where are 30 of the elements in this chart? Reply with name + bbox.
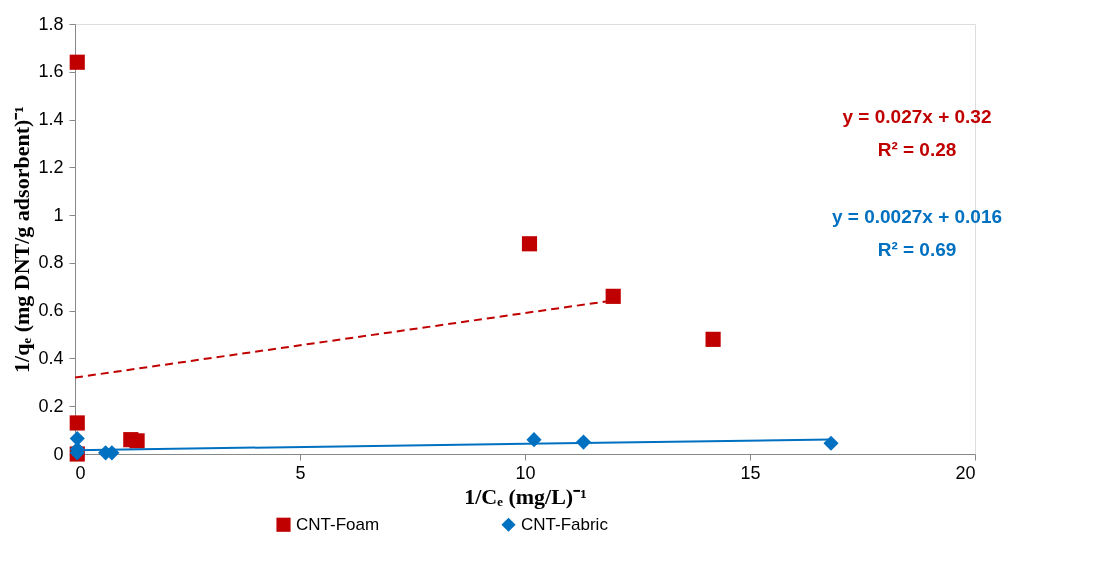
point xyxy=(705,331,721,347)
y-tick-label: 0.6 xyxy=(38,300,64,321)
legend-label: CNT-Fabric xyxy=(521,514,609,534)
point xyxy=(521,236,538,252)
x-tick-label: 5 xyxy=(295,462,306,483)
x-tick-label: 15 xyxy=(740,462,761,483)
y-tick-label: 1.2 xyxy=(38,156,64,177)
y-tick-label: 1.8 xyxy=(38,13,64,34)
y-tick-label: 0.4 xyxy=(38,347,64,368)
point xyxy=(69,54,85,70)
y-tick-label: 0.8 xyxy=(38,252,64,273)
annotation: y = 0.027x + 0.32 xyxy=(842,106,992,127)
x-tick-label: 20 xyxy=(955,462,976,483)
x-tick-label: 10 xyxy=(515,462,536,483)
y-axis-title: 1/qₑ (mg DNT/g adsorbent)⁻¹ xyxy=(9,106,35,373)
y-tick-label: 0 xyxy=(53,443,64,464)
point xyxy=(605,288,621,304)
y-tick-label: 1 xyxy=(53,204,64,225)
y-tick-label: 1.6 xyxy=(38,61,64,82)
annotation: R² = 0.69 xyxy=(877,239,957,260)
annotation: y = 0.0027x + 0.016 xyxy=(831,206,1003,227)
x-axis-title: 1/Cₑ (mg/L)⁻¹ xyxy=(464,483,587,509)
legend-label: CNT-Foam xyxy=(296,514,380,534)
point xyxy=(69,415,85,431)
point xyxy=(129,433,145,449)
x-tick-label: 0 xyxy=(75,462,86,483)
annotation: R² = 0.28 xyxy=(877,139,957,160)
y-tick-label: 0.2 xyxy=(38,395,64,416)
y-tick-label: 1.4 xyxy=(38,109,64,130)
point xyxy=(823,435,839,451)
